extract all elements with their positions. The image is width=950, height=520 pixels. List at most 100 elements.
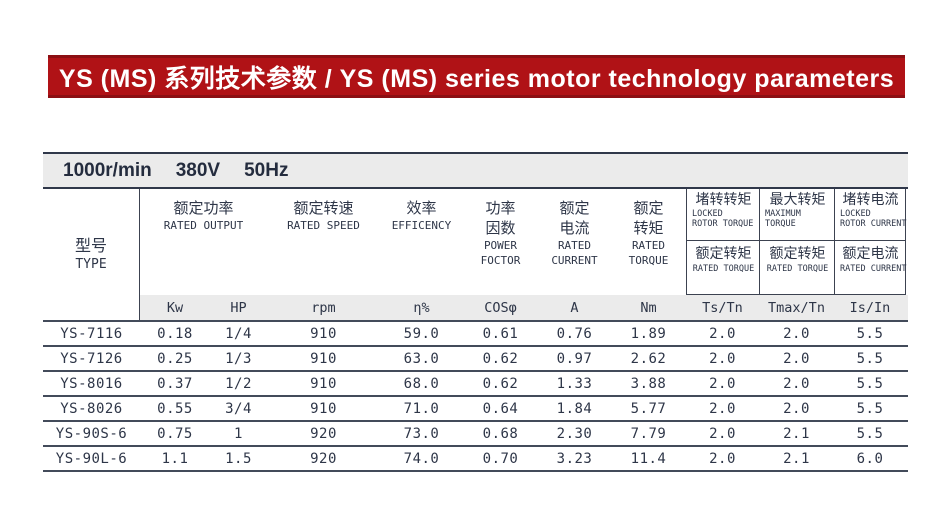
cell-rpm: 910 xyxy=(310,375,337,392)
cell-hp: 1/4 xyxy=(225,325,252,342)
cell-is-in: 5.5 xyxy=(856,425,884,442)
cell-rpm: 910 xyxy=(310,350,337,367)
ratio-numerator: 堵转转矩 LOCKED ROTOR TORQUE xyxy=(687,189,759,241)
unit-ampere: A xyxy=(570,299,579,316)
cell-type: YS-90L-6 xyxy=(55,450,128,467)
table-row: YS-7116 0.18 1/4 910 59.0 0.61 0.76 1.89… xyxy=(43,320,908,345)
cell-ts-tn: 2.0 xyxy=(709,375,736,392)
spec-bar: 1000r/min 380V 50Hz xyxy=(43,152,908,189)
cell-is-in: 5.5 xyxy=(856,400,884,417)
cell-rpm: 910 xyxy=(310,400,337,417)
cell-type: YS-8016 xyxy=(60,375,123,392)
header-zh: 额定 xyxy=(633,199,664,217)
unit-ts-tn: Ts/Tn xyxy=(702,299,743,316)
table-row: YS-90S-6 0.75 1 920 73.0 0.68 2.30 7.79 … xyxy=(43,420,908,445)
col-header-maximum-torque-ratio: 最大转矩 MAXIMUM TORQUE 额定转矩 RATED TORQUE xyxy=(759,189,834,295)
cell-efficiency: 63.0 xyxy=(403,350,440,367)
header-en: CURRENT xyxy=(551,254,598,267)
header-zh: 堵转电流 xyxy=(842,192,899,208)
cell-kw: 0.18 xyxy=(157,325,193,342)
cell-power-factor: 0.64 xyxy=(482,400,519,417)
cell-rated-torque: 1.89 xyxy=(630,325,667,342)
header-en: EFFICENCY xyxy=(391,219,452,232)
cell-power-factor: 0.68 xyxy=(482,425,519,442)
cell-rated-current: 1.84 xyxy=(556,400,593,417)
table-row: YS-8026 0.55 3/4 910 71.0 0.64 1.84 5.77… xyxy=(43,395,908,420)
cell-rated-current: 3.23 xyxy=(556,450,593,467)
cell-efficiency: 74.0 xyxy=(403,450,440,467)
header-en: LOCKED xyxy=(692,209,723,219)
cell-rated-torque: 7.79 xyxy=(630,425,667,442)
cell-ts-tn: 2.0 xyxy=(709,325,736,342)
unit-rpm: rpm xyxy=(311,299,336,316)
table-row: YS-90L-6 1.1 1.5 920 74.0 0.70 3.23 11.4… xyxy=(43,445,908,470)
cell-power-factor: 0.70 xyxy=(482,450,519,467)
cell-kw: 0.37 xyxy=(157,375,193,392)
cell-rated-torque: 5.77 xyxy=(630,400,667,417)
header-band: 额定功率 RATED OUTPUT 额定转速 RATED SPEED 效率 EF… xyxy=(140,189,908,295)
cell-efficiency: 68.0 xyxy=(403,375,440,392)
col-header-efficiency: 效率 EFFICENCY xyxy=(380,189,463,295)
cell-tmax-tn: 2.0 xyxy=(783,400,810,417)
header-en: RATED TORQUE xyxy=(766,264,829,274)
header-en: RATED xyxy=(557,239,592,252)
col-header-locked-rotor-current-ratio: 堵转电流 LOCKED ROTOR CURRENT 额定电流 RATED CUR… xyxy=(834,189,907,295)
unit-cos-phi: COSφ xyxy=(484,299,517,316)
header-en: FOCTOR xyxy=(480,254,521,267)
header-zh: 最大转矩 xyxy=(769,192,826,208)
cell-rpm: 920 xyxy=(310,450,337,467)
cell-kw: 0.55 xyxy=(157,400,193,417)
header-zh: 功率 xyxy=(485,199,516,217)
header-zh: 额定转速 xyxy=(293,199,354,217)
cell-is-in: 5.5 xyxy=(856,375,884,392)
cell-ts-tn: 2.0 xyxy=(709,425,736,442)
cell-power-factor: 0.62 xyxy=(482,375,519,392)
cell-efficiency: 71.0 xyxy=(403,400,440,417)
cell-power-factor: 0.61 xyxy=(482,325,519,342)
spec-voltage: 380V xyxy=(175,159,221,181)
cell-hp: 1/2 xyxy=(225,375,252,392)
col-header-type: 型号 TYPE xyxy=(43,189,140,320)
cell-rated-torque: 2.62 xyxy=(630,350,667,367)
cell-is-in: 5.5 xyxy=(856,325,884,342)
header-zh: 效率 xyxy=(406,199,437,217)
cell-is-in: 5.5 xyxy=(856,350,884,367)
ratio-denominator: 额定转矩 RATED TORQUE xyxy=(760,241,834,294)
col-header-rated-output: 额定功率 RATED OUTPUT xyxy=(140,189,267,295)
header-zh: 电流 xyxy=(559,219,590,237)
spec-speed: 1000r/min xyxy=(63,159,152,181)
ratio-denominator: 额定电流 RATED CURRENT xyxy=(835,241,907,294)
cell-hp: 3/4 xyxy=(225,400,252,417)
cell-type: YS-90S-6 xyxy=(55,425,128,442)
table-row: YS-8016 0.37 1/2 910 68.0 0.62 1.33 3.88… xyxy=(43,370,908,395)
header-zh: 堵转转矩 xyxy=(695,192,752,208)
spec-frequency: 50Hz xyxy=(244,159,289,181)
type-label-en: TYPE xyxy=(75,257,107,272)
header-en: ROTOR CURRENT xyxy=(840,219,907,229)
parameters-table: 型号 TYPE 额定功率 RATED OUTPUT 额定转速 RATED SPE… xyxy=(43,189,908,472)
cell-ts-tn: 2.0 xyxy=(709,400,736,417)
cell-kw: 1.1 xyxy=(161,450,189,467)
unit-nm: Nm xyxy=(640,299,657,316)
header-en: POWER xyxy=(483,239,518,252)
cell-rated-torque: 3.88 xyxy=(630,375,667,392)
units-row: Kw HP rpm η% COSφ A Nm Ts/Tn Tmax/Tn Is/… xyxy=(140,295,908,320)
header-en: LOCKED xyxy=(840,209,871,219)
header-zh: 额定功率 xyxy=(173,199,234,217)
page-title: YS (MS) 系列技术参数 / YS (MS) series motor te… xyxy=(58,64,895,93)
cell-rated-current: 0.76 xyxy=(556,325,593,342)
cell-hp: 1 xyxy=(234,425,243,442)
header-en: ROTOR TORQUE xyxy=(692,219,754,229)
cell-rated-current: 0.97 xyxy=(556,350,593,367)
header-en: RATED TORQUE xyxy=(692,264,755,274)
col-header-rated-torque: 额定 转矩 RATED TORQUE xyxy=(611,189,686,295)
cell-type: YS-7116 xyxy=(60,325,123,342)
table-row: YS-7126 0.25 1/3 910 63.0 0.62 0.97 2.62… xyxy=(43,345,908,370)
header-en: RATED CURRENT xyxy=(840,264,907,274)
cell-rated-current: 2.30 xyxy=(556,425,593,442)
header-en: RATED OUTPUT xyxy=(163,219,244,232)
cell-tmax-tn: 2.1 xyxy=(783,450,810,467)
cell-type: YS-8026 xyxy=(60,400,123,417)
col-header-rated-speed: 额定转速 RATED SPEED xyxy=(267,189,380,295)
